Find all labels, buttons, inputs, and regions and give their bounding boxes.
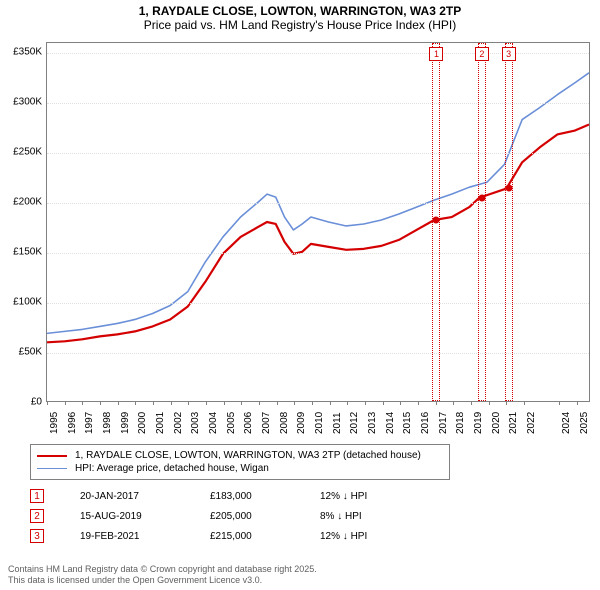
x-axis-labels: 1995 1996 1997 1998 1999 2000 2001 2002 2003 2004…	[46, 404, 590, 442]
x-tick-label: 1999	[120, 412, 131, 434]
y-tick-label: £350K	[13, 47, 42, 58]
marker-dot	[478, 195, 485, 202]
x-tick-label: 2019	[473, 412, 484, 434]
x-tick-label: 2018	[455, 412, 466, 434]
event-delta: 8% ↓ HPI	[320, 511, 410, 522]
event-price: £183,000	[210, 491, 320, 502]
marker-number-box: 3	[502, 47, 516, 61]
x-tick-label: 2011	[332, 412, 343, 434]
marker-dot	[505, 185, 512, 192]
marker-dot	[433, 217, 440, 224]
legend-box: 1, RAYDALE CLOSE, LOWTON, WARRINGTON, WA…	[30, 444, 450, 480]
x-tick-label: 2009	[296, 412, 307, 434]
event-date: 15-AUG-2019	[80, 511, 210, 522]
legend-item: 1, RAYDALE CLOSE, LOWTON, WARRINGTON, WA…	[37, 449, 443, 462]
event-number-box: 1	[30, 489, 44, 503]
x-tick-label: 2016	[420, 412, 431, 434]
event-number-box: 3	[30, 529, 44, 543]
x-tick-label: 2004	[208, 412, 219, 434]
event-row: 2 15-AUG-2019£205,0008% ↓ HPI	[30, 506, 410, 526]
marker-band	[505, 43, 513, 401]
y-tick-label: £250K	[13, 147, 42, 158]
legend-swatch	[37, 468, 67, 469]
x-tick-label: 2014	[385, 412, 396, 434]
event-delta: 12% ↓ HPI	[320, 491, 410, 502]
event-date: 20-JAN-2017	[80, 491, 210, 502]
x-tick-label: 2005	[226, 412, 237, 434]
x-tick-label: 1998	[102, 412, 113, 434]
legend-swatch	[37, 455, 67, 457]
x-tick-label: 2012	[349, 412, 360, 434]
x-tick-label: 2001	[155, 412, 166, 434]
x-tick-label: 2006	[243, 412, 254, 434]
x-tick-label: 2024	[561, 412, 572, 434]
event-number-box: 2	[30, 509, 44, 523]
x-tick-label: 2008	[279, 412, 290, 434]
marker-band	[478, 43, 486, 401]
legend-item: HPI: Average price, detached house, Wiga…	[37, 462, 443, 475]
event-row: 3 19-FEB-2021£215,00012% ↓ HPI	[30, 526, 410, 546]
chart-title-block: 1, RAYDALE CLOSE, LOWTON, WARRINGTON, WA…	[0, 0, 600, 34]
x-tick-label: 2017	[438, 412, 449, 434]
y-tick-label: £150K	[13, 247, 42, 258]
event-date: 19-FEB-2021	[80, 531, 210, 542]
y-axis-labels: £0£50K£100K£150K£200K£250K£300K£350K	[0, 42, 44, 402]
chart-title-line2: Price paid vs. HM Land Registry's House …	[8, 18, 592, 32]
x-tick-label: 1995	[49, 412, 60, 434]
chart-plot-area: 1 23	[46, 42, 590, 402]
x-tick-label: 2022	[526, 412, 537, 434]
x-tick-label: 2000	[137, 412, 148, 434]
footer-attribution: Contains HM Land Registry data © Crown c…	[8, 564, 317, 586]
event-delta: 12% ↓ HPI	[320, 531, 410, 542]
events-table: 120-JAN-2017£183,00012% ↓ HPI215-AUG-201…	[30, 486, 410, 546]
y-tick-label: £100K	[13, 297, 42, 308]
marker-number-box: 2	[475, 47, 489, 61]
footer-line2: This data is licensed under the Open Gov…	[8, 575, 317, 586]
x-tick-label: 1997	[84, 412, 95, 434]
x-tick-label: 2007	[261, 412, 272, 434]
x-tick-label: 2010	[314, 412, 325, 434]
x-tick-label: 2003	[190, 412, 201, 434]
x-tick-label: 2015	[402, 412, 413, 434]
y-tick-label: £50K	[19, 347, 42, 358]
x-tick-label: 2021	[508, 412, 519, 434]
x-tick-label: 2013	[367, 412, 378, 434]
event-price: £205,000	[210, 511, 320, 522]
legend-label: HPI: Average price, detached house, Wiga…	[75, 463, 269, 474]
footer-line1: Contains HM Land Registry data © Crown c…	[8, 564, 317, 575]
y-tick-label: £300K	[13, 97, 42, 108]
x-tick-label: 1996	[67, 412, 78, 434]
x-tick-label: 2002	[173, 412, 184, 434]
marker-number-box: 1	[429, 47, 443, 61]
x-tick-label: 2020	[491, 412, 502, 434]
legend-label: 1, RAYDALE CLOSE, LOWTON, WARRINGTON, WA…	[75, 450, 421, 461]
event-price: £215,000	[210, 531, 320, 542]
event-row: 1 20-JAN-2017£183,00012% ↓ HPI	[30, 486, 410, 506]
y-tick-label: £200K	[13, 197, 42, 208]
chart-title-line1: 1, RAYDALE CLOSE, LOWTON, WARRINGTON, WA…	[8, 4, 592, 18]
x-tick-label: 2025	[579, 412, 590, 434]
y-tick-label: £0	[31, 397, 42, 408]
